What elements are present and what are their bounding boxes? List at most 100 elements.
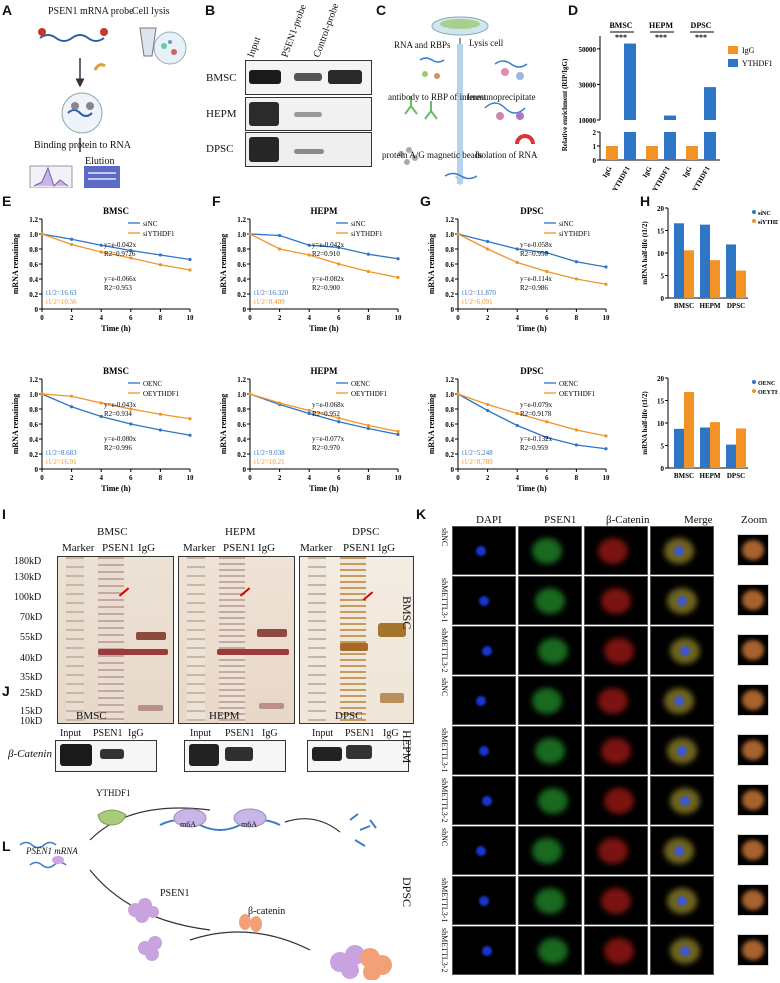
equation-1: y=e-0.042x — [104, 241, 137, 249]
data-point — [604, 282, 608, 286]
k-image-merge — [650, 726, 714, 775]
x-tick-label: 8 — [575, 474, 579, 482]
k-image-merge — [650, 926, 714, 975]
r2-1: R2=0.9178 — [520, 410, 552, 418]
equation-1: y=e-0.043x — [104, 401, 137, 409]
bar — [726, 444, 736, 468]
legend-swatch — [752, 380, 756, 384]
y-tick-label: 20 — [657, 205, 665, 213]
schematic-a — [29, 27, 187, 188]
chart-g-top: DPSC 0 0.2 0.4 0.6 0.8 1.0 1.2 0 2 4 6 8 10 Time (h) mR… — [427, 206, 610, 333]
data-point — [99, 243, 103, 247]
bar — [674, 428, 684, 468]
i-lane-igg-2: IgG — [258, 542, 276, 554]
data-point — [278, 401, 282, 405]
k-row-label: shMETTL3-1 — [440, 578, 449, 623]
halflife-1: t1/2=16.63 — [46, 289, 77, 297]
bar — [704, 87, 716, 120]
data-point — [129, 422, 133, 426]
r2-1: R2=0.9726 — [104, 250, 136, 258]
data-point — [129, 248, 133, 253]
group-label: DPSC — [691, 21, 712, 30]
data-point — [99, 414, 103, 419]
data-point — [158, 263, 162, 267]
j-lane-igg-1: IgG — [128, 728, 144, 739]
k-image-zoom — [737, 784, 769, 816]
mw-40: 40kD — [20, 653, 43, 664]
r2-1: R2=0.910 — [312, 250, 340, 258]
gel-i-dpsc — [299, 556, 414, 724]
y-tick-label: 0.8 — [237, 246, 246, 254]
series-line — [41, 233, 191, 271]
step-ip: Immunoprecipitate — [467, 92, 536, 102]
y-tick-label: 10 — [657, 420, 665, 428]
r2-2: R2=0.900 — [312, 284, 340, 292]
x-axis-label: Time (h) — [309, 484, 339, 493]
k-row-label: shMETTL3-2 — [440, 928, 449, 973]
y-tick-label: 1.2 — [29, 216, 38, 224]
k-image-merge — [650, 676, 714, 725]
j-lane-input-1: Input — [60, 728, 82, 739]
halflife-2: t1/2=10.21 — [254, 458, 285, 466]
y-tick-label: 10 — [657, 250, 665, 258]
data-point — [70, 242, 74, 247]
series-line — [41, 233, 191, 261]
y-tick-label: 0.4 — [237, 276, 246, 284]
k-image-dapi — [452, 776, 516, 825]
r2-1: R2=0.934 — [104, 410, 132, 418]
k-col-merge: Merge — [684, 514, 713, 526]
legend-label: OENC — [351, 380, 370, 388]
bar — [736, 428, 746, 468]
k-image--catenin — [584, 726, 648, 775]
l-m6a-2: m6A — [241, 820, 257, 829]
equation-2: y=e-0.077x — [312, 435, 345, 443]
data-point — [396, 432, 400, 437]
y-tick-label: 0.2 — [237, 451, 246, 459]
k-image--catenin — [584, 826, 648, 875]
series-line — [457, 393, 607, 450]
data-point — [366, 269, 370, 274]
legend-swatch — [728, 46, 738, 54]
x-tick-label: 0 — [248, 474, 252, 482]
k-row-label: shMETTL3-1 — [440, 728, 449, 773]
y-tick-label: 0 — [661, 465, 665, 473]
chart-h-top: 0 5 10 15 20 mRNA half-life (t1/2) BMSC HEPM DPS… — [641, 205, 778, 310]
data-point — [307, 411, 311, 416]
r2-2: R2=0.953 — [104, 284, 132, 292]
halflife-2: t1/2=8.409 — [254, 298, 285, 306]
r2-1: R2=0.952 — [312, 410, 340, 418]
x-tick-label: 4 — [307, 474, 311, 482]
panel-label-f: F — [212, 193, 221, 209]
bar — [736, 270, 746, 298]
gel-i-bmsc — [57, 556, 174, 724]
row-hepm: HEPM — [206, 108, 237, 120]
j-lane-igg-2: IgG — [262, 728, 278, 739]
j-group-dpsc: DPSC — [335, 710, 363, 722]
data-point — [515, 247, 519, 251]
x-tick-label: 0 — [456, 314, 460, 322]
x-tick-label: BMSC — [674, 302, 694, 310]
x-tick-label: HEPM — [700, 472, 721, 480]
panel-label-b: B — [205, 2, 216, 18]
halflife-2: t1/2=8.789 — [462, 458, 493, 466]
y-tick-label: 0.4 — [29, 436, 38, 444]
r2-2: R2=0.986 — [520, 284, 548, 292]
bar — [664, 115, 676, 120]
k-row-label: shMETTL3-2 — [440, 628, 449, 673]
j-lane-input-2: Input — [190, 728, 212, 739]
y-tick-label: 0.8 — [445, 406, 454, 414]
col-input: Input — [245, 35, 264, 59]
x-tick-label: 10 — [187, 474, 195, 482]
k-image-dapi — [452, 676, 516, 725]
y-axis-label: mRNA remaining — [11, 234, 20, 295]
y-tick-label: 2 — [593, 129, 597, 137]
y-tick-label: 0.4 — [445, 276, 454, 284]
data-point — [396, 275, 400, 280]
equation-1: y=e-0.042x — [312, 241, 345, 249]
y-tick-label: 1.2 — [29, 376, 38, 384]
bar — [710, 422, 720, 468]
halflife-2: t1/2=10.56 — [46, 298, 77, 306]
k-image-psen1 — [518, 776, 582, 825]
data-point — [486, 408, 490, 413]
y-tick-label: 5 — [661, 273, 665, 281]
